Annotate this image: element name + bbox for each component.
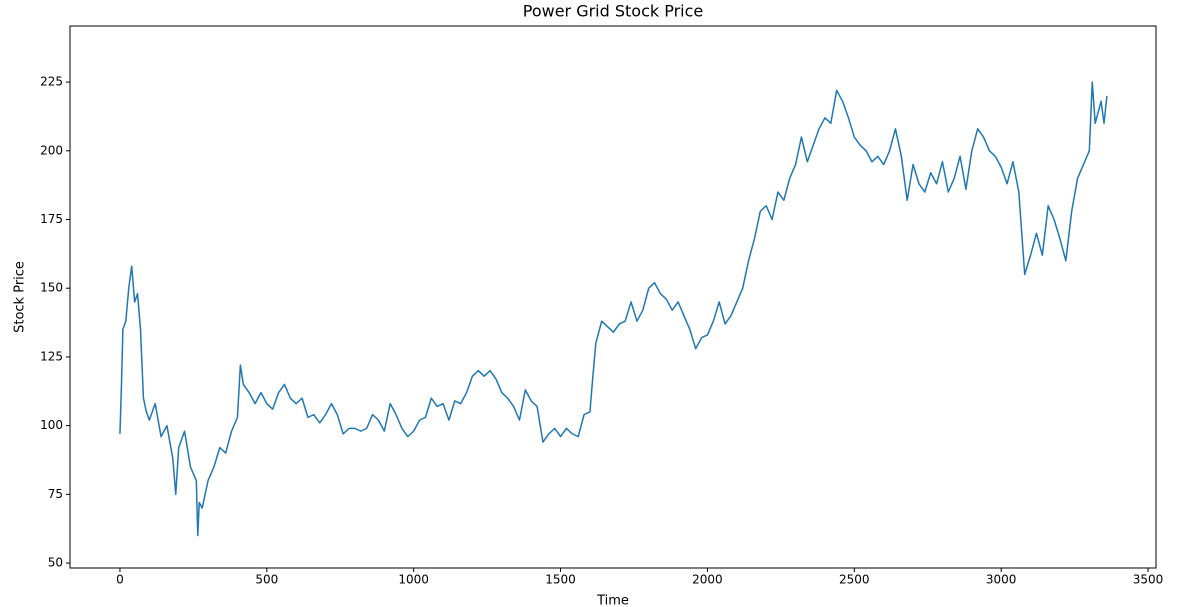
x-tick-label: 3500 [1133, 573, 1164, 587]
y-tick-label: 150 [40, 281, 63, 295]
chart-title: Power Grid Stock Price [523, 2, 704, 21]
price-line [119, 81, 1108, 537]
x-axis-label: Time [596, 594, 629, 607]
y-tick-label: 175 [40, 212, 63, 226]
x-tick-label: 1000 [398, 573, 429, 587]
y-tick-label: 125 [40, 349, 63, 363]
y-tick-label: 100 [40, 418, 63, 432]
x-tick-label: 2000 [692, 573, 723, 587]
x-tick-label: 3000 [986, 573, 1017, 587]
x-tick-label: 500 [255, 573, 278, 587]
y-axis-label: Stock Price [13, 261, 28, 333]
y-tick-label: 50 [48, 556, 63, 570]
y-tick-label: 75 [48, 487, 63, 501]
x-tick-label: 0 [116, 573, 124, 587]
plot-frame [69, 25, 1157, 569]
y-tick-label: 200 [40, 143, 63, 157]
x-tick-label: 2500 [839, 573, 870, 587]
x-tick-label: 1500 [545, 573, 576, 587]
y-tick-label: 225 [40, 75, 63, 89]
